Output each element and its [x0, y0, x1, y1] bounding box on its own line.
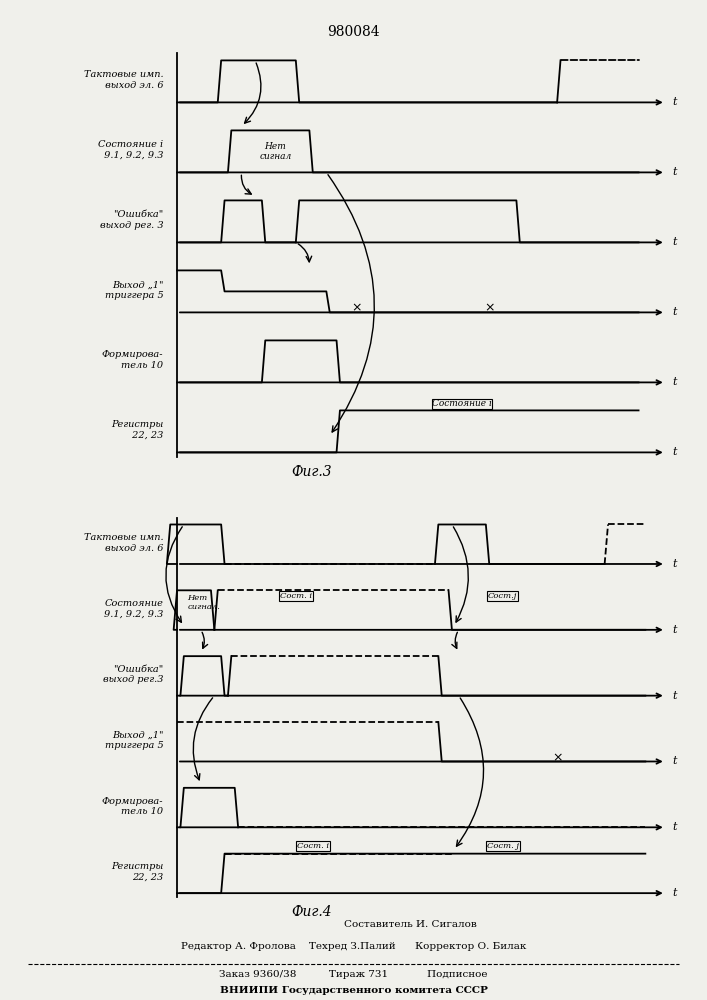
Text: Фиг.4: Фиг.4 — [291, 905, 332, 919]
Text: t: t — [672, 167, 677, 177]
Text: t: t — [672, 888, 677, 898]
Text: t: t — [672, 691, 677, 701]
Text: Сост.j: Сост.j — [488, 592, 518, 600]
Text: Состояние i
 9.1, 9.2, 9.3: Состояние i 9.1, 9.2, 9.3 — [98, 140, 163, 160]
Text: Заказ 9360/38          Тираж 731            Подписное: Заказ 9360/38 Тираж 731 Подписное — [219, 970, 488, 979]
Text: "Ошибка"
выход рег. 3: "Ошибка" выход рег. 3 — [100, 210, 163, 230]
Text: Нет
сигнал: Нет сигнал — [259, 142, 291, 161]
Text: Редактор А. Фролова    Техред З.Палий      Корректор О. Билак: Редактор А. Фролова Техред З.Палий Корре… — [181, 942, 526, 951]
Text: 980084: 980084 — [327, 25, 380, 39]
Text: "Ошибка"
выход рег.3: "Ошибка" выход рег.3 — [103, 665, 163, 684]
Text: Регистры
22, 23: Регистры 22, 23 — [111, 862, 163, 882]
Text: t: t — [672, 97, 677, 107]
Text: Регистры
 22, 23: Регистры 22, 23 — [111, 420, 163, 440]
Text: Нет
сигнал.: Нет сигнал. — [187, 594, 220, 611]
Text: Тактовые имп.
 выход эл. 6: Тактовые имп. выход эл. 6 — [84, 70, 163, 90]
Text: Состояние
9.1, 9.2, 9.3: Состояние 9.1, 9.2, 9.3 — [104, 599, 163, 618]
Text: t: t — [672, 447, 677, 457]
Text: ×: × — [552, 751, 562, 764]
Text: Формирова-
тель 10: Формирова- тель 10 — [102, 797, 163, 816]
Text: Тактовые имп.
выход эл. 6: Тактовые имп. выход эл. 6 — [84, 533, 163, 553]
Text: ВНИИПИ Государственного комитета СССР: ВНИИПИ Государственного комитета СССР — [220, 986, 487, 995]
Text: t: t — [672, 237, 677, 247]
Text: Сост. i: Сост. i — [280, 592, 312, 600]
Text: Выход „1"
триггера 5: Выход „1" триггера 5 — [105, 280, 163, 300]
Text: t: t — [672, 625, 677, 635]
Text: Фиг.3: Фиг.3 — [291, 465, 332, 479]
Text: t: t — [672, 822, 677, 832]
Text: t: t — [672, 307, 677, 317]
Text: t: t — [672, 559, 677, 569]
Text: Сост. j: Сост. j — [487, 842, 519, 850]
Text: Формирова-
тель 10: Формирова- тель 10 — [102, 350, 163, 370]
Text: t: t — [672, 756, 677, 766]
Text: Составитель И. Сигалов: Составитель И. Сигалов — [344, 920, 477, 929]
Text: Выход „1"
триггера 5: Выход „1" триггера 5 — [105, 731, 163, 750]
Text: ×: × — [484, 302, 494, 315]
Text: Состояние i: Состояние i — [432, 399, 492, 408]
Text: t: t — [672, 377, 677, 387]
Text: Сост. i: Сост. i — [297, 842, 329, 850]
Text: ×: × — [351, 302, 362, 315]
